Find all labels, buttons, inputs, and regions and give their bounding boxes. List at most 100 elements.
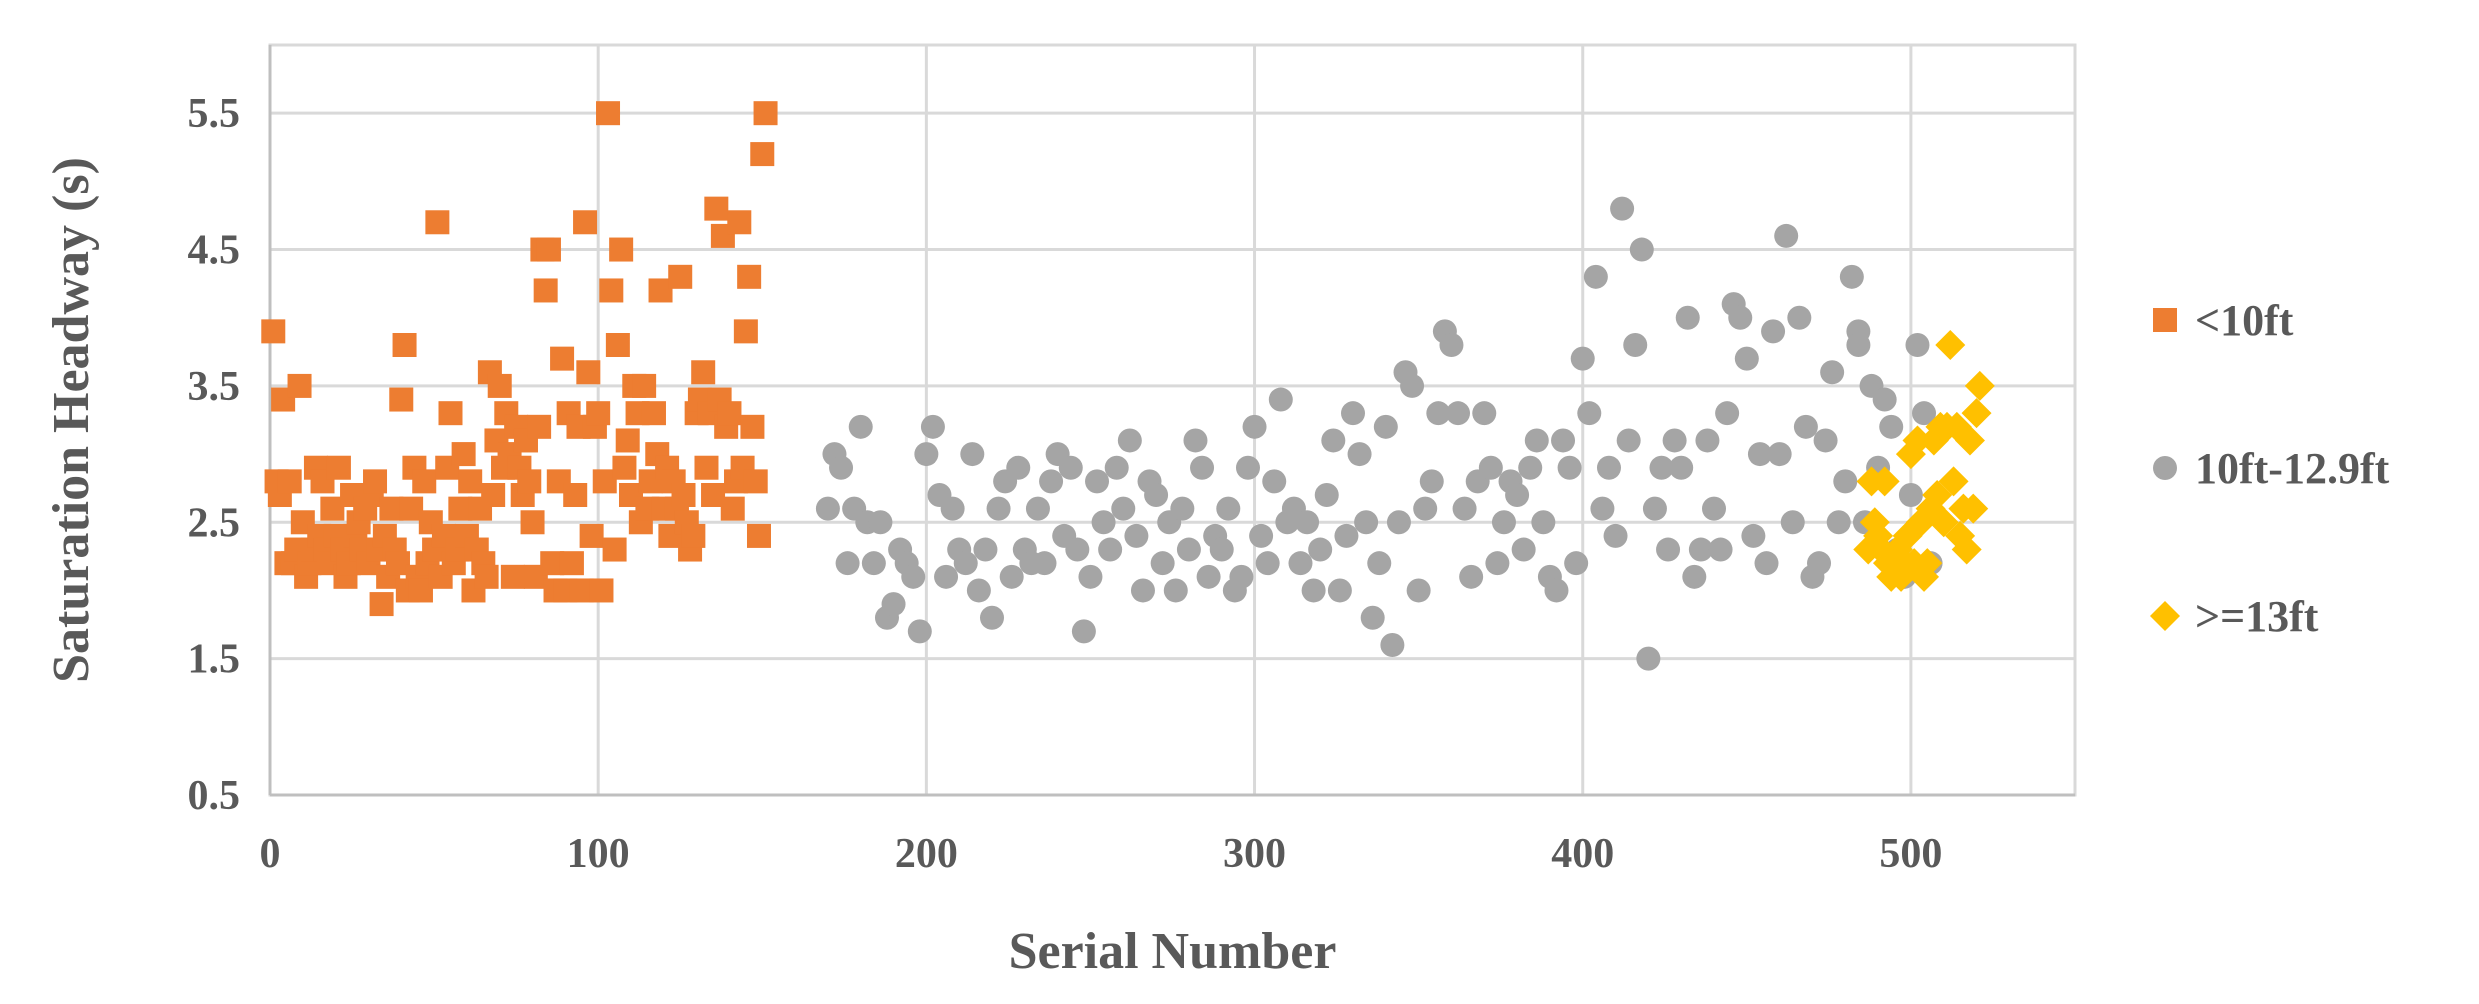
orange-point	[425, 210, 450, 235]
gray-point	[1662, 428, 1687, 453]
y-tick-label: 2.5	[188, 500, 241, 546]
gray-point	[1150, 551, 1175, 576]
gray-point	[1472, 401, 1497, 426]
gray-point	[1406, 578, 1431, 603]
gray-point	[881, 592, 906, 617]
gray-point	[1524, 428, 1549, 453]
axes	[268, 45, 2075, 797]
gray-point	[1170, 496, 1195, 521]
gray-point	[1695, 428, 1720, 453]
gray-point	[1820, 360, 1845, 385]
y-tick-label: 5.5	[188, 91, 241, 137]
yellow-point	[1869, 466, 1900, 497]
gray-point	[868, 510, 893, 535]
gray-point	[861, 551, 886, 576]
series-square	[261, 101, 778, 617]
legend-yellow-diamond	[2150, 601, 2180, 631]
gray-point	[1446, 401, 1471, 426]
orange-point	[487, 373, 512, 398]
gray-point	[1583, 264, 1608, 289]
gray-point	[829, 455, 854, 480]
gray-point	[1268, 387, 1293, 412]
gray-point	[1682, 564, 1707, 589]
gray-point	[1235, 455, 1260, 480]
legend-gray-circle	[2153, 456, 2177, 480]
gray-point	[1025, 496, 1050, 521]
series-diamond	[1853, 330, 1995, 592]
orange-point	[740, 414, 765, 439]
orange-point	[668, 264, 693, 289]
yellow-point	[1912, 548, 1943, 579]
orange-point	[563, 483, 588, 507]
gray-point	[1570, 346, 1595, 371]
orange-point	[576, 360, 601, 385]
orange-point	[750, 142, 775, 167]
gray-point	[1872, 387, 1897, 412]
gray-point	[1708, 537, 1733, 562]
gray-point	[1098, 537, 1123, 562]
gray-point	[1839, 264, 1864, 289]
gray-point	[1334, 523, 1359, 548]
gray-point	[1774, 223, 1799, 248]
gray-point	[966, 578, 991, 603]
gray-point	[1255, 551, 1280, 576]
gray-point	[1826, 510, 1851, 535]
gray-point	[1413, 496, 1438, 521]
gray-point	[1491, 510, 1516, 535]
orange-point	[632, 373, 657, 398]
y-axis-title: Saturation Headway (s)	[43, 157, 100, 683]
gray-point	[1544, 578, 1569, 603]
orange-point	[536, 237, 561, 262]
x-tick-label: 0	[260, 831, 281, 877]
gray-point	[1590, 496, 1615, 521]
orange-point	[550, 346, 575, 371]
gray-point	[1117, 428, 1142, 453]
gray-point	[1249, 523, 1274, 548]
gray-point	[1426, 401, 1451, 426]
gray-point	[1846, 333, 1871, 357]
gray-point	[1912, 401, 1937, 426]
gray-point	[1295, 510, 1320, 535]
gray-point	[1629, 237, 1654, 262]
gray-point	[1400, 373, 1425, 398]
gray-point	[1747, 442, 1772, 467]
gray-point	[1032, 551, 1057, 576]
gray-point	[1039, 469, 1064, 494]
gray-point	[953, 551, 978, 576]
gray-point	[1354, 510, 1379, 535]
legend: <10ft 10ft-12.9ft >=13ft	[2150, 296, 2390, 641]
gray-point	[1702, 496, 1726, 521]
gray-point	[1341, 401, 1365, 426]
gray-point	[1623, 333, 1648, 357]
yellow-point	[1935, 330, 1966, 360]
gray-point	[907, 619, 932, 644]
gray-point	[1793, 414, 1818, 439]
gray-point	[1419, 469, 1444, 494]
gray-point	[1879, 414, 1904, 439]
gray-point	[914, 442, 939, 467]
y-tick-label: 0.5	[188, 773, 241, 819]
gray-point	[1288, 551, 1313, 576]
gray-point	[1761, 319, 1786, 344]
gray-point	[1104, 455, 1129, 480]
gray-point	[1741, 523, 1766, 548]
gray-point	[1577, 401, 1602, 426]
orange-point	[609, 237, 634, 262]
orange-point	[727, 210, 752, 235]
gray-point	[1006, 455, 1031, 480]
gray-point	[1642, 496, 1667, 521]
orange-point	[615, 428, 640, 453]
orange-point	[691, 360, 716, 385]
gray-point	[1058, 455, 1083, 480]
orange-point	[438, 401, 463, 426]
gray-point	[848, 414, 873, 439]
gray-point	[1715, 401, 1740, 426]
gray-point	[1111, 496, 1136, 521]
gray-point	[1308, 537, 1333, 562]
gray-point	[1386, 510, 1411, 535]
gray-point	[1656, 537, 1681, 562]
orange-point	[589, 578, 614, 603]
gray-point	[934, 564, 959, 589]
orange-point	[694, 455, 719, 480]
gray-point	[1229, 564, 1254, 589]
